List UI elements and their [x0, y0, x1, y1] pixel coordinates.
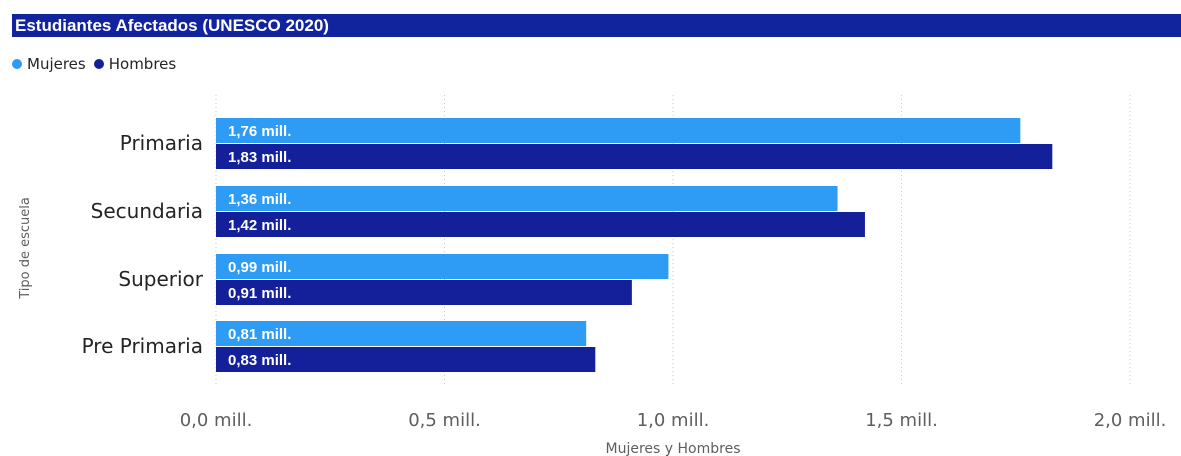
x-tick-label: 0,0 mill.	[180, 410, 253, 431]
category-label: Superior	[118, 267, 203, 291]
data-label: 0,83 mill.	[228, 352, 291, 369]
x-tick-label: 1,0 mill.	[637, 410, 710, 431]
data-label: 1,83 mill.	[228, 149, 291, 166]
bar-hombres	[216, 280, 632, 305]
data-label: 0,91 mill.	[228, 285, 291, 302]
legend-label-hombres: Hombres	[108, 55, 177, 73]
chart-title-bar: Estudiantes Afectados (UNESCO 2020)	[12, 14, 1181, 37]
legend-item-hombres: Hombres	[93, 55, 177, 73]
legend-dot-hombres	[93, 59, 104, 69]
y-axis-title: Tipo de escuela	[18, 197, 33, 300]
data-label: 0,99 mill.	[228, 259, 291, 276]
chart-title: Estudiantes Afectados (UNESCO 2020)	[15, 16, 329, 35]
bar-hombres	[216, 347, 596, 372]
bar-mujeres	[216, 321, 587, 346]
chart-legend: Mujeres Hombres	[12, 54, 184, 74]
data-label: 1,76 mill.	[228, 123, 291, 140]
x-tick-label: 0,5 mill.	[408, 410, 481, 431]
category-label: Secundaria	[91, 199, 203, 223]
data-label: 0,81 mill.	[228, 326, 291, 343]
legend-dot-mujeres	[12, 59, 22, 69]
data-label: 1,36 mill.	[228, 191, 291, 208]
x-axis-title: Mujeres y Hombres	[606, 441, 741, 456]
bar-mujeres	[216, 254, 669, 279]
data-label: 1,42 mill.	[228, 217, 291, 234]
x-tick-label: 1,5 mill.	[865, 410, 938, 431]
x-tick-label: 2,0 mill.	[1094, 410, 1167, 431]
category-label: Primaria	[120, 131, 203, 155]
bar-mujeres	[216, 118, 1021, 143]
bar-hombres	[216, 144, 1053, 169]
legend-item-mujeres: Mujeres	[12, 55, 86, 73]
category-label: Pre Primaria	[82, 334, 203, 358]
bar-mujeres	[216, 186, 838, 211]
bar-hombres	[216, 212, 865, 237]
legend-label-mujeres: Mujeres	[27, 55, 86, 73]
